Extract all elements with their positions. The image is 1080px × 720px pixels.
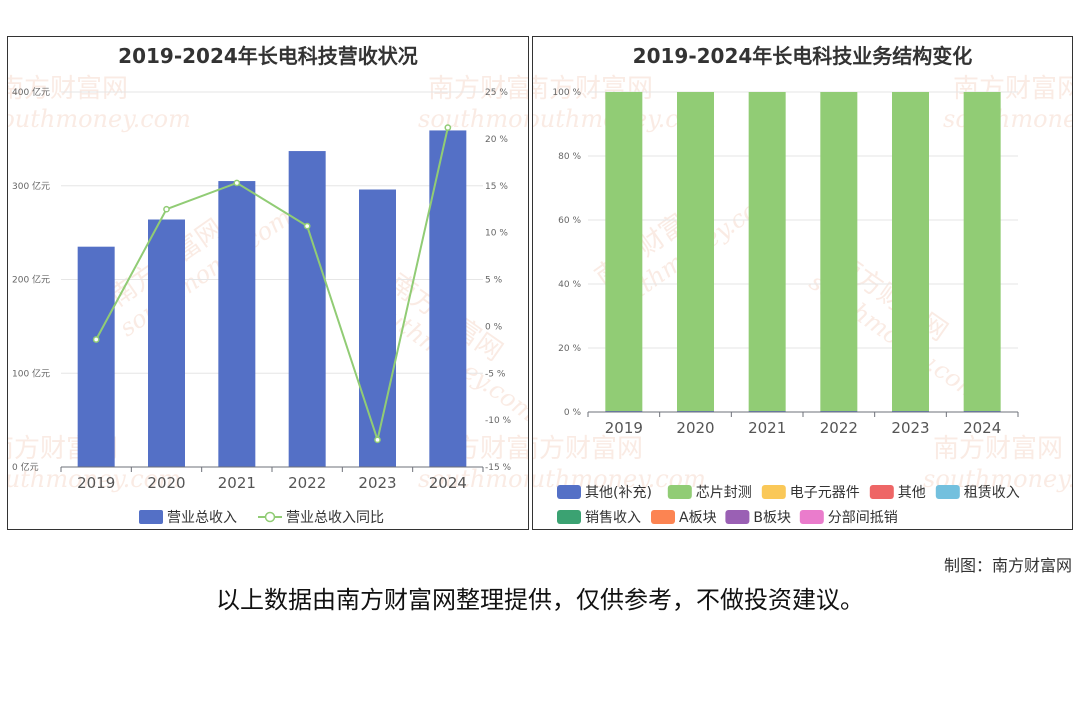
yoy-line (95, 127, 449, 444)
revenue-bar (288, 151, 326, 467)
y-tick-label: 80 % (558, 152, 581, 162)
x-tick-label: 2023 (891, 419, 929, 437)
revenue-chart: 南方财富网southmoney.com南方财富网southmoney.com南方… (8, 74, 529, 526)
business-structure-chart-title: 2019-2024年长电科技业务结构变化 (632, 44, 973, 68)
y-right-tick-label: 20 % (485, 135, 508, 145)
business-structure-chart: 南方财富网southmoney.com南方财富网southmoney.com南方… (533, 74, 1073, 526)
legend-marker-yoy (264, 511, 276, 523)
y-left-tick-label: 100 亿元 (12, 367, 50, 379)
legend-label: A板块 (679, 510, 717, 526)
watermark-en: southmoney.com (418, 465, 529, 493)
watermark-en: southmoney.com (418, 105, 529, 133)
legend-swatch (557, 510, 581, 524)
yoy-point (444, 124, 452, 131)
x-tick-label: 2021 (218, 474, 256, 492)
y-right-tick-label: 0 % (485, 322, 503, 332)
legend-swatch (651, 510, 675, 524)
legend-label-yoy: 营业总收入同比 (286, 510, 384, 526)
y-right-tick-label: -15 % (485, 463, 512, 473)
legend-label: 分部间抵销 (828, 510, 898, 526)
y-right-tick-label: -10 % (485, 416, 512, 426)
revenue-bar (148, 219, 185, 467)
yoy-point (233, 179, 241, 187)
legend-label: 租赁收入 (964, 485, 1020, 501)
legend-swatch (799, 510, 824, 524)
legend-swatch (935, 485, 960, 499)
watermark-en: southmoney.com (8, 105, 191, 133)
y-left-tick-label: 0 亿元 (12, 461, 39, 473)
x-tick-label: 2019 (77, 474, 115, 492)
yoy-point (92, 336, 100, 343)
y-tick-label: 20 % (558, 344, 581, 354)
legend-swatch (725, 510, 750, 524)
y-left-tick-label: 400 亿元 (12, 86, 50, 98)
x-tick-label: 2024 (963, 419, 1001, 437)
x-tick-label: 2023 (358, 474, 396, 492)
legend-label: 销售收入 (585, 510, 641, 526)
yoy-point (303, 222, 311, 230)
revenue-bar (218, 181, 256, 467)
business-structure-chart-panel: 南方财富网southmoney.com南方财富网southmoney.com南方… (532, 36, 1073, 530)
y-right-tick-label: 25 % (485, 88, 508, 98)
y-right-tick-label: 5 % (485, 276, 503, 286)
y-right-tick-label: -5 % (485, 369, 506, 379)
watermark-cn: 南方财富网 (533, 434, 643, 464)
revenue-chart-panel: 南方财富网southmoney.com南方财富网southmoney.com南方… (7, 36, 529, 530)
legend: 营业总收入 营业总收入同比 (139, 510, 384, 526)
watermark-cn: 南方财富网 (933, 434, 1063, 464)
legend-label: 其他 (898, 485, 926, 501)
legend-swatch (869, 485, 894, 499)
legend-label-revenue: 营业总收入 (167, 510, 237, 526)
revenue-bar (359, 189, 396, 467)
x-tick-label: 2022 (820, 419, 858, 437)
watermark-cn: 南方财富网 (428, 74, 529, 104)
watermark-en: southmoney.com (8, 465, 181, 493)
y-tick-label: 60 % (558, 216, 581, 226)
legend-swatch (667, 485, 692, 499)
legend-swatch (761, 485, 786, 499)
x-tick-label: 2020 (676, 419, 714, 437)
stacked-bar-segment (677, 92, 714, 412)
legend-swatch-revenue (139, 510, 163, 524)
revenue-chart-title: 2019-2024年长电科技营收状况 (118, 44, 418, 68)
y-tick-label: 0 % (564, 408, 582, 418)
y-tick-label: 40 % (558, 280, 581, 290)
y-left-tick-label: 200 亿元 (12, 274, 50, 286)
y-right-tick-label: 15 % (485, 182, 508, 192)
x-tick-label: 2020 (147, 474, 185, 492)
y-right-tick-label: 10 % (485, 229, 508, 239)
x-tick-label: 2021 (748, 419, 786, 437)
stacked-bar-segment (605, 92, 643, 412)
y-left-tick-label: 300 亿元 (12, 180, 50, 192)
stacked-bar-segment (963, 92, 1001, 412)
legend-label: 电子元器件 (790, 485, 860, 501)
legend-label: 芯片封测 (696, 485, 752, 501)
stacked-bar-segment (820, 92, 858, 412)
yoy-point (163, 205, 170, 213)
x-tick-label: 2022 (288, 474, 326, 492)
y-tick-label: 100 % (552, 88, 581, 98)
disclaimer-text: 以上数据由南方财富网整理提供，仅供参考，不做投资建议。 (216, 586, 864, 614)
chart-credit: 制图：南方财富网 (943, 556, 1072, 575)
yoy-point (374, 436, 381, 444)
legend-label: 其他(补充) (585, 485, 652, 501)
x-tick-label: 2019 (605, 419, 643, 437)
legend-swatch (557, 485, 581, 499)
stacked-bar-segment (748, 92, 786, 412)
revenue-bar (77, 246, 115, 467)
watermark-cn: 南方财富网 (8, 74, 128, 104)
stacked-bar-segment (892, 92, 929, 412)
watermark-en: southmoney.com (943, 105, 1073, 133)
legend-label: B板块 (753, 510, 791, 526)
x-tick-label: 2024 (429, 474, 467, 492)
